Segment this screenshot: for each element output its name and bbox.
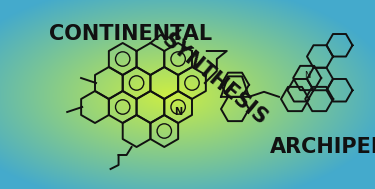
- Text: CONTINENTAL: CONTINENTAL: [49, 24, 212, 44]
- Text: N: N: [304, 70, 310, 80]
- Text: ARCHIPELAGO: ARCHIPELAGO: [270, 137, 375, 157]
- Text: N: N: [174, 107, 182, 117]
- Text: SYNTHESIS: SYNTHESIS: [158, 30, 271, 129]
